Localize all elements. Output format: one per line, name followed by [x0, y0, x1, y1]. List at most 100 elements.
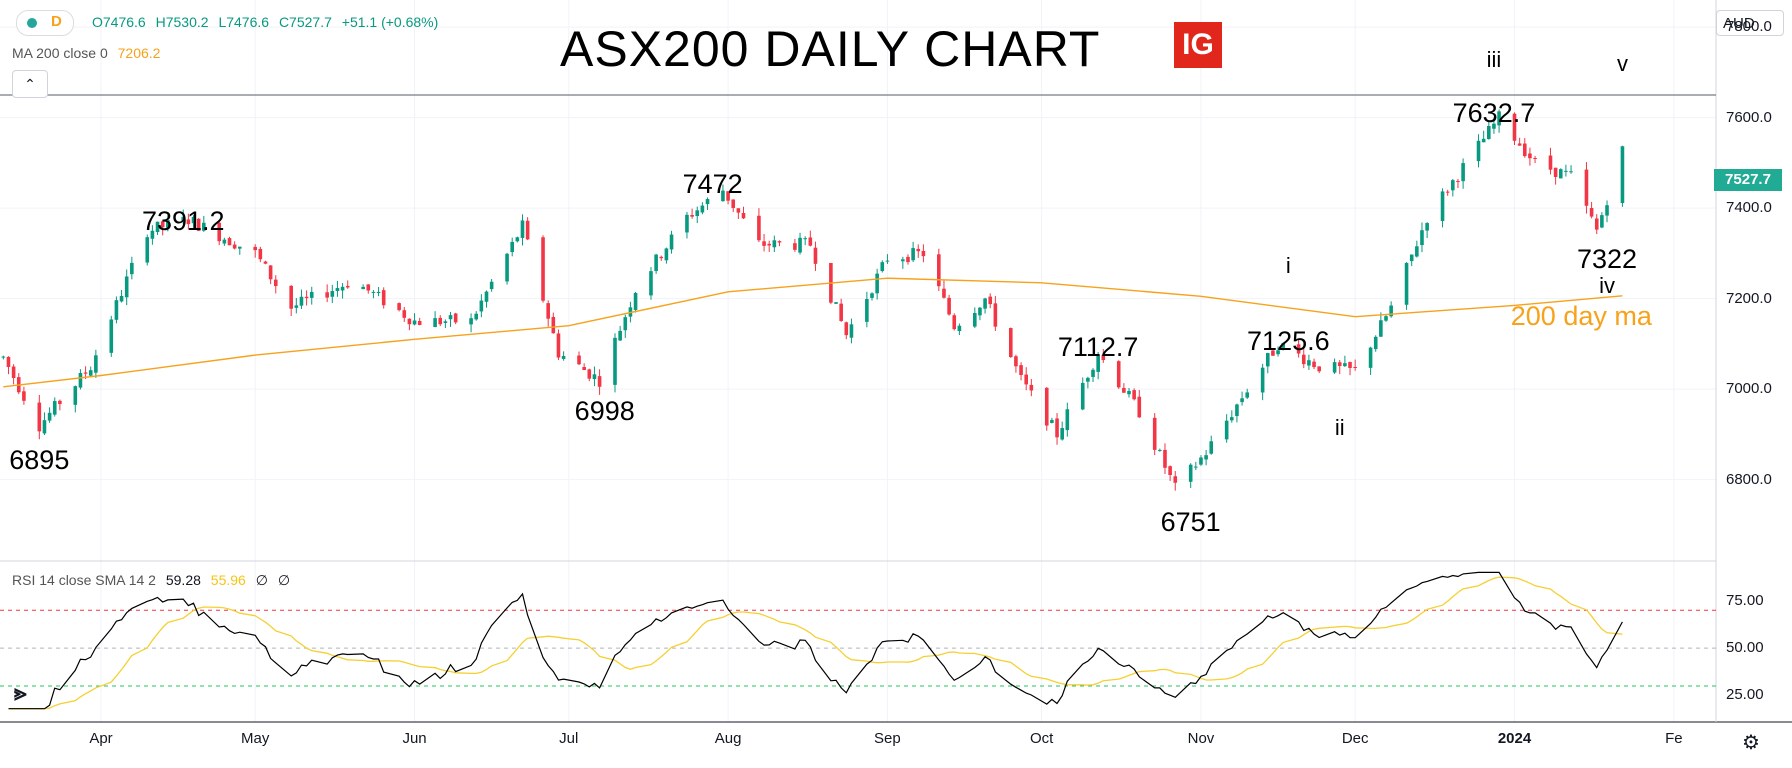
candle-body — [1332, 362, 1337, 373]
candle — [1240, 391, 1244, 406]
candle — [1569, 165, 1573, 174]
candle — [289, 284, 293, 317]
candle — [186, 213, 191, 230]
candle-body — [1487, 126, 1491, 140]
candle — [1589, 201, 1594, 219]
candle-body — [22, 391, 26, 401]
candle-body — [1353, 367, 1357, 369]
candle — [597, 369, 602, 395]
candle — [1050, 417, 1054, 424]
annotation-label: iii — [1486, 47, 1502, 73]
candle-body — [1235, 404, 1239, 417]
candle-body — [166, 220, 170, 228]
candle-body — [1348, 362, 1352, 368]
candle-body — [1605, 205, 1609, 216]
symbol-status-pill[interactable]: D — [16, 10, 74, 36]
gear-icon[interactable]: ⚙ — [1742, 732, 1760, 754]
candle-body — [443, 321, 448, 323]
ma-label: MA 200 close 0 — [12, 45, 108, 61]
rsi-value: 59.28 — [165, 572, 201, 588]
candle — [1173, 471, 1178, 491]
candle — [520, 214, 525, 246]
candle-body — [268, 265, 273, 280]
candle-body — [1194, 466, 1198, 468]
candle-body — [1224, 420, 1229, 440]
candle-body — [1, 356, 6, 358]
candle-body — [1296, 344, 1301, 354]
candle — [1008, 327, 1013, 359]
candle-body — [397, 303, 401, 311]
candle — [1019, 362, 1023, 381]
candle — [705, 197, 710, 210]
low-value: L7476.6 — [218, 14, 270, 30]
candle — [294, 298, 299, 314]
candle-body — [222, 239, 227, 244]
candle-body — [546, 303, 550, 319]
candle-body — [952, 315, 957, 330]
candle-body — [145, 237, 150, 263]
candle-body — [577, 355, 581, 365]
candle — [217, 220, 222, 246]
candle-body — [150, 230, 155, 239]
candle-body — [160, 221, 165, 228]
candle-body — [1445, 191, 1450, 193]
candle — [361, 284, 365, 290]
candle — [1481, 130, 1486, 143]
candle-body — [73, 386, 78, 405]
candle-body — [196, 218, 201, 231]
tradingview-logo[interactable]: ⪢ — [14, 680, 27, 705]
candle-body — [1440, 191, 1445, 222]
candle-body — [556, 333, 561, 358]
candle-body — [659, 256, 664, 259]
candle — [577, 351, 581, 366]
open-value: O7476.6 — [92, 14, 146, 30]
candle-body — [83, 372, 88, 374]
candle-body — [1373, 336, 1378, 350]
ma200-line — [3, 277, 1623, 388]
annotation-label: 6751 — [1160, 506, 1221, 537]
candle — [808, 230, 813, 247]
candle — [1209, 435, 1214, 455]
candle-body — [1569, 171, 1573, 173]
rsi-legend[interactable]: RSI 14 close SMA 14 2 59.28 55.96 ∅ ∅ — [12, 572, 296, 589]
candle — [166, 215, 170, 232]
candle-body — [37, 402, 42, 432]
candle-body — [484, 291, 489, 302]
candle — [22, 386, 26, 405]
candle — [957, 323, 962, 336]
candle-body — [1589, 207, 1594, 217]
candle-body — [1019, 365, 1023, 375]
candle-body — [412, 320, 417, 325]
candle-body — [433, 318, 437, 327]
ma-legend[interactable]: MA 200 close 0 7206.2 — [12, 45, 160, 61]
candle — [659, 255, 664, 261]
currency-selector[interactable]: AUD — [1716, 10, 1784, 36]
candle — [505, 252, 509, 285]
candle — [1194, 461, 1198, 471]
candle-body — [1343, 363, 1347, 367]
candle — [381, 287, 386, 309]
candle — [412, 313, 417, 326]
candle — [844, 321, 849, 340]
candle-body — [921, 250, 926, 257]
candle — [1065, 402, 1070, 437]
candle-body — [983, 298, 987, 309]
candle-body — [1173, 476, 1178, 483]
candle — [1014, 354, 1018, 373]
candle-body — [1558, 169, 1563, 179]
candle-body — [1055, 418, 1059, 438]
annotation-label: 7125.6 — [1247, 325, 1330, 356]
candle — [340, 282, 345, 299]
time-tick-label: Oct — [1029, 730, 1054, 747]
candle — [1404, 262, 1409, 310]
rsi-tick-label: 50.00 — [1726, 639, 1764, 657]
candle-body — [11, 366, 16, 379]
candle-body — [258, 248, 263, 260]
candle-body — [361, 286, 365, 290]
candle — [1456, 178, 1460, 189]
candle — [114, 296, 119, 324]
collapse-legend-button[interactable]: ⌃ — [12, 70, 48, 98]
price-tick-label: 7800.0 — [1726, 18, 1772, 36]
candle-body — [937, 254, 941, 287]
